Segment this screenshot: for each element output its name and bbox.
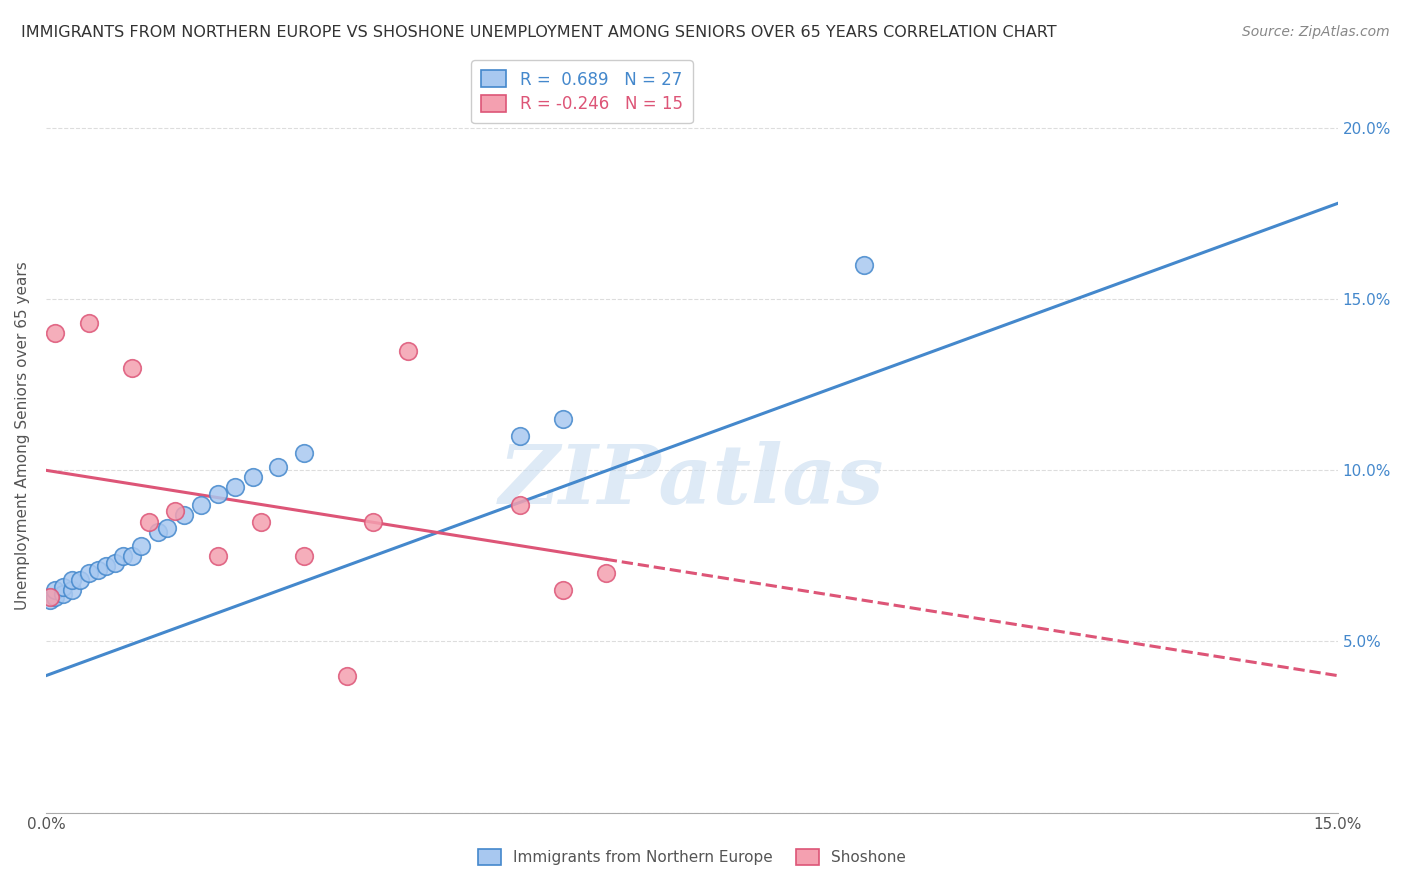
- Point: [121, 549, 143, 563]
- Point: [39, 590, 62, 604]
- Point: [361, 515, 384, 529]
- Point: [336, 668, 359, 682]
- Point: [39, 593, 62, 607]
- Point: [52, 586, 75, 600]
- Point: [396, 343, 419, 358]
- Point: [551, 412, 574, 426]
- Point: [853, 258, 876, 272]
- Point: [190, 498, 212, 512]
- Point: [165, 504, 187, 518]
- Text: ZIPatlas: ZIPatlas: [499, 442, 884, 521]
- Point: [267, 459, 290, 474]
- Point: [224, 480, 246, 494]
- Point: [60, 583, 83, 598]
- Point: [129, 539, 152, 553]
- Point: [207, 487, 229, 501]
- Point: [44, 583, 66, 598]
- Point: [509, 429, 531, 443]
- Text: IMMIGRANTS FROM NORTHERN EUROPE VS SHOSHONE UNEMPLOYMENT AMONG SENIORS OVER 65 Y: IMMIGRANTS FROM NORTHERN EUROPE VS SHOSH…: [21, 25, 1057, 40]
- Text: Source: ZipAtlas.com: Source: ZipAtlas.com: [1241, 25, 1389, 39]
- Point: [155, 521, 177, 535]
- Point: [52, 580, 75, 594]
- Point: [96, 559, 118, 574]
- Point: [292, 549, 315, 563]
- Point: [146, 524, 169, 539]
- Point: [121, 360, 143, 375]
- Point: [77, 316, 100, 330]
- Point: [112, 549, 135, 563]
- Point: [242, 470, 264, 484]
- Point: [60, 573, 83, 587]
- Point: [595, 566, 617, 580]
- Point: [44, 326, 66, 341]
- Point: [250, 515, 273, 529]
- Point: [292, 446, 315, 460]
- Point: [86, 563, 108, 577]
- Point: [207, 549, 229, 563]
- Point: [551, 583, 574, 598]
- Point: [77, 566, 100, 580]
- Point: [104, 556, 127, 570]
- Point: [44, 590, 66, 604]
- Y-axis label: Unemployment Among Seniors over 65 years: Unemployment Among Seniors over 65 years: [15, 261, 30, 610]
- Point: [69, 573, 91, 587]
- Point: [138, 515, 160, 529]
- Legend: R =  0.689   N = 27, R = -0.246   N = 15: R = 0.689 N = 27, R = -0.246 N = 15: [471, 61, 693, 123]
- Point: [509, 498, 531, 512]
- Point: [173, 508, 195, 522]
